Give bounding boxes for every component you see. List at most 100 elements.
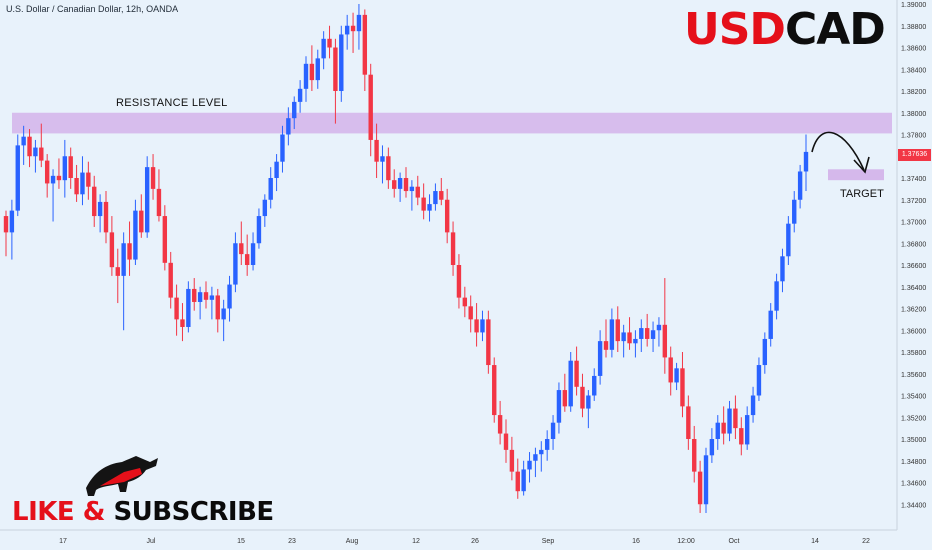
candle-body	[556, 390, 562, 423]
y-tick-label: 1.37200	[901, 198, 926, 205]
candle-body	[397, 178, 403, 189]
candle-body	[239, 243, 244, 255]
candle-body	[27, 136, 32, 157]
candle-body	[562, 390, 568, 407]
x-tick-label: 16	[632, 538, 640, 545]
x-tick-label: 26	[471, 538, 479, 545]
candle-body	[162, 216, 168, 263]
brand-part-1: USD	[684, 4, 786, 55]
x-tick-label: 23	[288, 538, 296, 545]
candle-body	[492, 365, 497, 416]
candle-body	[39, 147, 44, 161]
candle-body	[68, 156, 73, 178]
time-axis[interactable]	[0, 530, 897, 550]
like-subscribe-banner[interactable]: LIKE & SUBSCRIBE	[12, 497, 274, 527]
candle-body	[786, 223, 791, 257]
candle-body	[180, 319, 185, 327]
subscribe-text: SUBSCRIBE	[113, 497, 274, 527]
candle-body	[574, 360, 579, 387]
candle-body	[668, 357, 673, 383]
candle-body	[680, 368, 685, 407]
candle-body	[97, 201, 103, 217]
candle-body	[309, 63, 315, 81]
y-tick-label: 1.35000	[901, 437, 926, 444]
candle-body	[121, 243, 126, 276]
candle-body	[639, 328, 644, 339]
candle-body	[774, 281, 779, 311]
candle-body	[392, 180, 397, 189]
candle-body	[592, 375, 597, 396]
candle-body	[521, 469, 526, 492]
candle-body	[727, 408, 732, 434]
candle-body	[192, 288, 197, 302]
candle-body	[550, 422, 556, 439]
candle-body	[615, 319, 620, 342]
forecast-arrowhead-icon	[853, 156, 870, 174]
like-text: LIKE &	[12, 497, 114, 527]
candle-body	[197, 292, 203, 302]
last-price-tag: 1.37636	[898, 149, 931, 161]
x-tick-label: 17	[59, 538, 67, 545]
candle-body	[156, 188, 162, 217]
candle-body	[439, 191, 444, 200]
y-tick-label: 1.38200	[901, 89, 926, 96]
x-tick-label: 14	[811, 538, 819, 545]
candle-body	[756, 365, 762, 396]
candle-body	[462, 297, 468, 307]
candle-body	[686, 406, 691, 439]
y-tick-label: 1.37800	[901, 133, 926, 140]
x-tick-label: Jul	[147, 538, 156, 545]
candle-body	[268, 178, 273, 200]
candle-body	[203, 292, 209, 300]
candle-body	[50, 175, 56, 184]
candle-body	[433, 191, 438, 205]
candle-body	[339, 34, 344, 91]
y-tick-label: 1.38800	[901, 24, 926, 31]
candle-body	[109, 232, 115, 268]
x-tick-label: Oct	[729, 538, 740, 545]
candle-body	[509, 449, 515, 472]
candle-body	[497, 415, 503, 434]
candle-body	[568, 360, 573, 407]
candle-body	[333, 47, 338, 91]
x-tick-label: Aug	[346, 538, 359, 545]
candle-body	[780, 256, 785, 282]
candle-body	[297, 88, 303, 102]
candle-body	[86, 172, 91, 187]
candle-body	[56, 175, 62, 181]
candle-body	[227, 284, 232, 309]
candle-body	[362, 14, 368, 75]
x-tick-label: 15	[237, 538, 245, 545]
candle-body	[374, 139, 379, 162]
candle-body	[627, 332, 632, 344]
candle-body	[280, 134, 285, 162]
y-tick-label: 1.37000	[901, 220, 926, 227]
candle-body	[303, 63, 309, 89]
candle-body	[533, 454, 538, 461]
candle-body	[274, 161, 279, 178]
candle-body	[315, 58, 320, 81]
y-tick-label: 1.37400	[901, 176, 926, 183]
candle-body	[350, 25, 356, 32]
price-axis[interactable]	[897, 0, 932, 528]
candle-body	[409, 186, 415, 192]
candle-body	[450, 232, 456, 265]
target-label: TARGET	[840, 188, 884, 200]
y-tick-label: 1.36800	[901, 241, 926, 248]
y-tick-label: 1.39000	[901, 2, 926, 9]
candle-body	[80, 172, 85, 195]
candle-body	[221, 308, 226, 320]
candle-body	[603, 341, 609, 350]
candle-body	[597, 341, 603, 376]
candle-body	[792, 199, 797, 224]
candle-body	[803, 151, 809, 172]
candle-body	[674, 368, 679, 383]
candle-body	[515, 471, 520, 492]
candle-body	[739, 428, 744, 445]
candle-body	[168, 262, 173, 298]
y-tick-label: 1.35800	[901, 350, 926, 357]
candle-body	[292, 101, 297, 119]
candle-body	[150, 167, 156, 189]
candle-body	[3, 216, 9, 233]
